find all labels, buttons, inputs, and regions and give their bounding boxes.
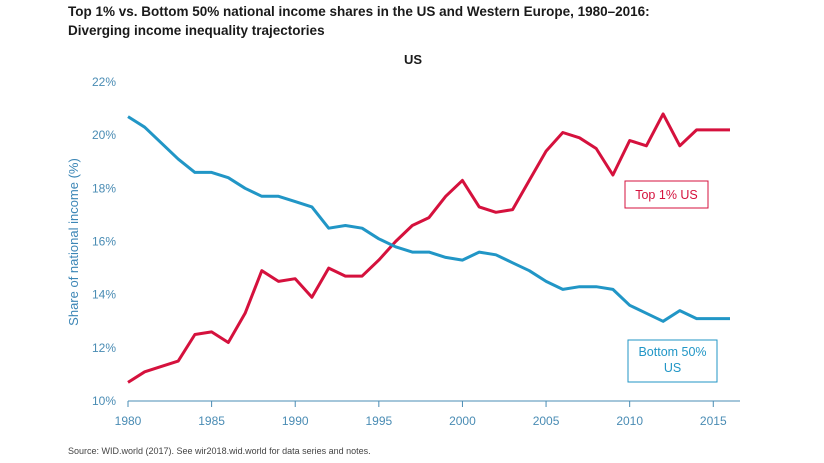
y-axis-label: Share of national income (%) [66,158,81,326]
bottom50-label-box [627,339,718,383]
x-tick-label: 2010 [616,414,643,428]
x-tick-label: 1980 [115,414,142,428]
y-ticks: 10% 12% 14% 16% 18% 20% 22% [92,75,116,408]
y-tick-label: 14% [92,288,116,302]
bottom50-us-line [127,115,730,323]
top1-label-box [624,180,709,209]
series-lines [127,112,730,384]
panel-title-us: US [404,52,422,67]
series-labels: Top 1% US Bottom 50% US [624,180,718,383]
x-tick-label: 1995 [365,414,392,428]
y-tick-label: 12% [92,341,116,355]
top1-label: Top 1% US [635,188,698,202]
y-tick-label: 22% [92,75,116,89]
x-ticks: 1980 1985 1990 1995 2000 2005 2010 2015 [115,401,727,428]
x-tick-label: 1990 [282,414,309,428]
chart-title: Top 1% vs. Bottom 50% national income sh… [68,2,808,40]
x-tick-label: 2000 [449,414,476,428]
y-tick-label: 20% [92,128,116,142]
x-tick-label: 1985 [198,414,225,428]
y-tick-label: 16% [92,235,116,249]
source-note: Source: WID.world (2017). See wir2018.wi… [68,446,371,456]
x-tick-label: 2005 [533,414,560,428]
y-tick-label: 18% [92,181,116,195]
top1-us-line [127,112,730,384]
title-line-1: Top 1% vs. Bottom 50% national income sh… [68,4,650,19]
x-tick-label: 2015 [700,414,727,428]
y-tick-label: 10% [92,394,116,408]
title-line-2: Diverging income inequality trajectories [68,23,325,38]
bottom50-label-line-2: US [664,361,681,375]
bottom50-label-line-1: Bottom 50% [638,345,706,359]
